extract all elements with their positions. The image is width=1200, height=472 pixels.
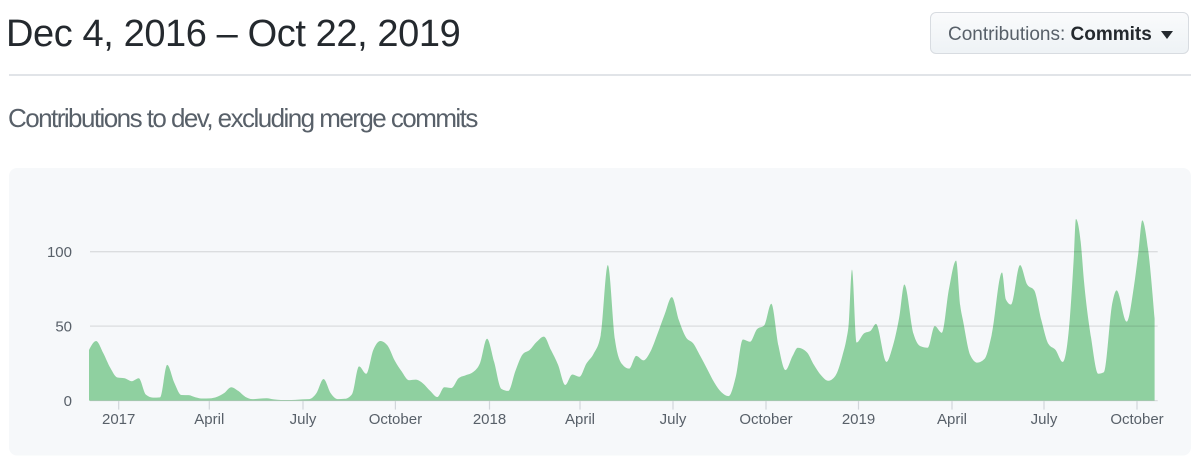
svg-text:0: 0 <box>64 393 72 410</box>
svg-text:April: April <box>194 411 224 428</box>
svg-text:July: July <box>290 411 317 428</box>
svg-text:2017: 2017 <box>102 411 135 428</box>
svg-text:April: April <box>937 411 967 428</box>
svg-text:50: 50 <box>55 319 72 336</box>
svg-text:2018: 2018 <box>473 411 506 428</box>
svg-text:October: October <box>369 411 422 428</box>
svg-text:July: July <box>660 411 687 428</box>
svg-text:July: July <box>1031 411 1058 428</box>
svg-text:April: April <box>565 411 595 428</box>
svg-text:2019: 2019 <box>842 411 875 428</box>
svg-text:October: October <box>1110 411 1163 428</box>
svg-text:100: 100 <box>47 244 72 261</box>
svg-text:October: October <box>739 411 792 428</box>
